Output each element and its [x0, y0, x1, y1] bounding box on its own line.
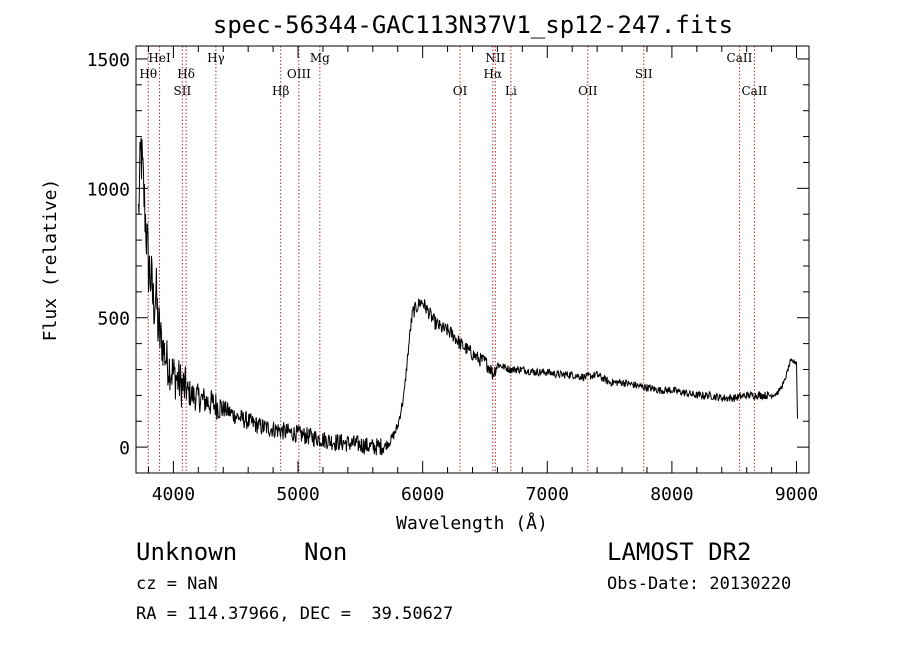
series-layer [138, 137, 798, 456]
y-tick-label: 0 [119, 438, 130, 459]
line-marker-label: SII [174, 84, 192, 98]
line-marker-label: Li [505, 84, 517, 98]
x-tick-label: 4000 [152, 484, 195, 505]
y-tick-label: 500 [97, 309, 130, 330]
line-marker-label: SII [635, 67, 653, 81]
line-marker-label: CaII [727, 51, 753, 65]
chart-title: spec-56344-GAC113N37V1_sp12-247.fits [213, 11, 733, 39]
x-tick-label: 6000 [401, 484, 444, 505]
line-marker-label: NII [485, 51, 505, 65]
obs-date-label: Obs-Date: 20130220 [607, 574, 792, 594]
line-marker-label: CaII [741, 84, 767, 98]
x-tick-label: 9000 [775, 484, 818, 505]
line-marker-label: Hδ [177, 67, 195, 81]
x-tick-label: 7000 [526, 484, 569, 505]
object-class: Unknown [136, 538, 238, 566]
redshift-label: cz = NaN [136, 574, 218, 594]
x-tick-label: 8000 [650, 484, 693, 505]
y-tick-label: 1500 [87, 50, 130, 71]
survey-label: LAMOST DR2 [607, 538, 752, 566]
line-marker-label: Mg [310, 51, 330, 65]
line-marker-label: OII [578, 84, 598, 98]
line-marker-label: Hγ [207, 51, 225, 65]
spectrum-line [138, 137, 798, 456]
x-axis-label: Wavelength (Å) [396, 512, 548, 534]
y-tick-label: 1000 [87, 179, 130, 200]
x-tick-label: 5000 [276, 484, 319, 505]
line-marker-label: OI [453, 84, 468, 98]
coords-label: RA = 114.37966, DEC = 39.50627 [136, 604, 454, 624]
plot-frame [135, 45, 810, 474]
line-marker-label: HeI [148, 51, 171, 65]
object-subclass: Non [304, 538, 348, 566]
y-axis: 0 500 1000 1500 [87, 50, 809, 474]
line-marker-label: Hθ [139, 67, 157, 81]
line-marker-label: OIII [287, 67, 311, 81]
x-axis: 4000 5000 6000 7000 8000 9000 [147, 46, 818, 505]
line-marker-label: Hβ [272, 84, 289, 98]
y-axis-label: Flux (relative) [40, 179, 61, 342]
line-marker-label: Hα [484, 67, 503, 81]
